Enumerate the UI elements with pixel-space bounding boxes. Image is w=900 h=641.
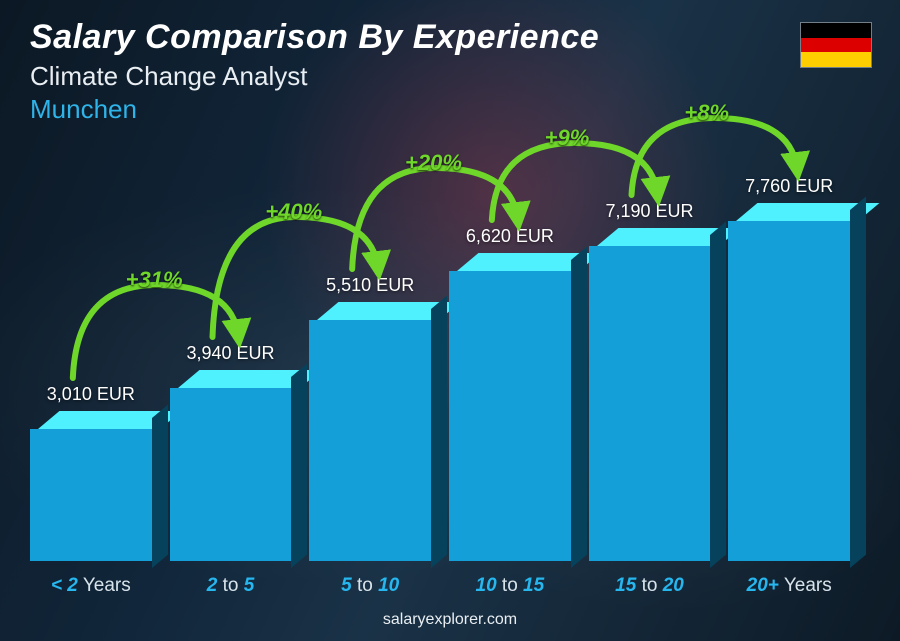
subtitle-city: Munchen [30,94,599,125]
bar [449,253,571,561]
flag-germany [800,22,872,68]
bar-side-face [850,197,866,568]
bar-value-label: 3,940 EUR [186,343,274,364]
bar [30,411,152,561]
flag-stripe-0 [801,23,871,38]
bar [170,370,292,561]
bar-chart: 3,010 EUR 3,940 EUR 5,510 EUR 6,620 EUR 7,19… [30,150,850,561]
bar [309,302,431,561]
x-axis-label: 5 to 10 [309,575,431,597]
bar-front-face [30,429,152,561]
bar-column: 3,010 EUR [30,384,152,561]
increase-pct-label: +8% [684,100,729,126]
bar-front-face [728,221,850,561]
bar-front-face [449,271,571,561]
increase-pct-label: +40% [265,199,322,225]
bar-front-face [309,320,431,561]
bar-side-face [710,222,726,568]
bar-value-label: 7,760 EUR [745,176,833,197]
footer-credit: salaryexplorer.com [0,611,900,629]
bar-value-label: 7,190 EUR [605,201,693,222]
flag-stripe-1 [801,38,871,53]
bar-value-label: 5,510 EUR [326,275,414,296]
subtitle-role: Climate Change Analyst [30,61,599,92]
x-axis-label: < 2 Years [30,575,152,597]
bar-front-face [589,246,711,561]
bar-side-face [571,247,587,568]
bar-column: 7,760 EUR [728,176,850,561]
bar-column: 3,940 EUR [170,343,292,561]
bar-side-face [152,405,168,568]
x-axis-label: 10 to 15 [449,575,571,597]
bar-column: 5,510 EUR [309,275,431,561]
bar-value-label: 6,620 EUR [466,226,554,247]
x-axis-label: 15 to 20 [589,575,711,597]
title-main: Salary Comparison By Experience [30,18,599,57]
bar-column: 7,190 EUR [589,201,711,561]
x-axis: < 2 Years 2 to 5 5 to 10 10 to 15 15 to 20 20… [30,575,850,597]
x-axis-label: 20+ Years [728,575,850,597]
title-block: Salary Comparison By Experience Climate … [30,18,599,125]
bar-side-face [431,296,447,568]
bar-side-face [291,364,307,568]
increase-pct-label: +20% [405,150,462,176]
bar-front-face [170,388,292,561]
bar [589,228,711,561]
increase-pct-label: +31% [126,267,183,293]
bar-value-label: 3,010 EUR [47,384,135,405]
bar-column: 6,620 EUR [449,226,571,561]
bar [728,203,850,561]
infographic-root: Salary Comparison By Experience Climate … [0,0,900,641]
flag-stripe-2 [801,52,871,67]
x-axis-label: 2 to 5 [170,575,292,597]
increase-pct-label: +9% [545,125,590,151]
